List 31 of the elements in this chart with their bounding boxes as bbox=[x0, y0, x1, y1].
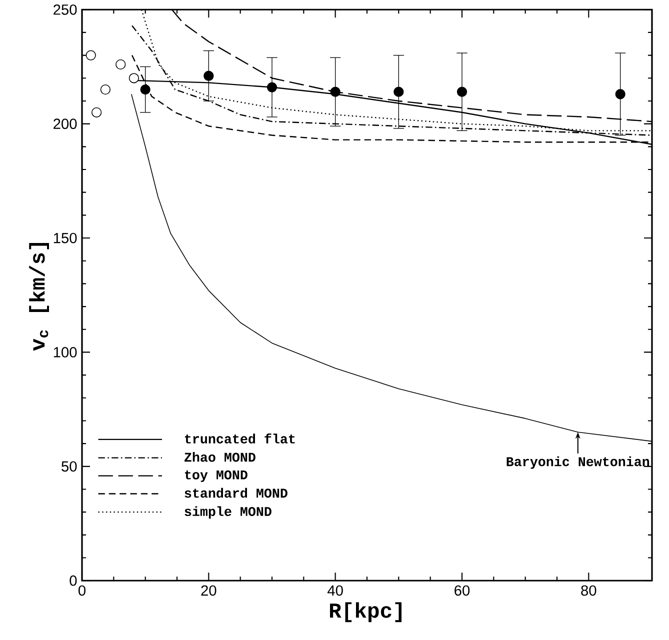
legend-label: Zhao MOND bbox=[184, 452, 256, 462]
point bbox=[100, 84, 111, 95]
legend-label: standard MOND bbox=[184, 488, 288, 498]
x-tick-label: 40 bbox=[328, 586, 343, 596]
x-tick-label: 20 bbox=[201, 586, 216, 596]
point bbox=[456, 86, 468, 98]
y-tick-label: 200 bbox=[54, 118, 77, 130]
legend-label: simple MOND bbox=[184, 506, 272, 519]
point bbox=[92, 108, 102, 118]
point bbox=[204, 70, 214, 82]
x-tick-label: 80 bbox=[581, 586, 596, 596]
y-tick-label: 0 bbox=[70, 576, 77, 586]
y-tick-label: 150 bbox=[54, 233, 77, 244]
y-tick-label: 100 bbox=[54, 347, 77, 358]
x-tick-label: 60 bbox=[454, 586, 470, 596]
point bbox=[394, 86, 404, 98]
x-axis-title: R[kpc] bbox=[330, 602, 402, 622]
point bbox=[615, 89, 626, 100]
point bbox=[266, 82, 278, 93]
legend-label: toy MOND bbox=[184, 470, 248, 482]
point bbox=[128, 73, 140, 84]
point bbox=[86, 50, 96, 61]
point bbox=[140, 84, 150, 95]
y-tick-label: 250 bbox=[54, 4, 77, 16]
x-tick-label: 0 bbox=[78, 586, 86, 596]
y-tick-label: 50 bbox=[62, 461, 77, 472]
point bbox=[116, 60, 126, 70]
text: v$_{c}$ [km/s] bbox=[29, 243, 50, 352]
point bbox=[330, 86, 340, 98]
annotation: Baryonic Newtonian bbox=[506, 456, 650, 470]
legend-label: truncated flat bbox=[184, 434, 295, 444]
